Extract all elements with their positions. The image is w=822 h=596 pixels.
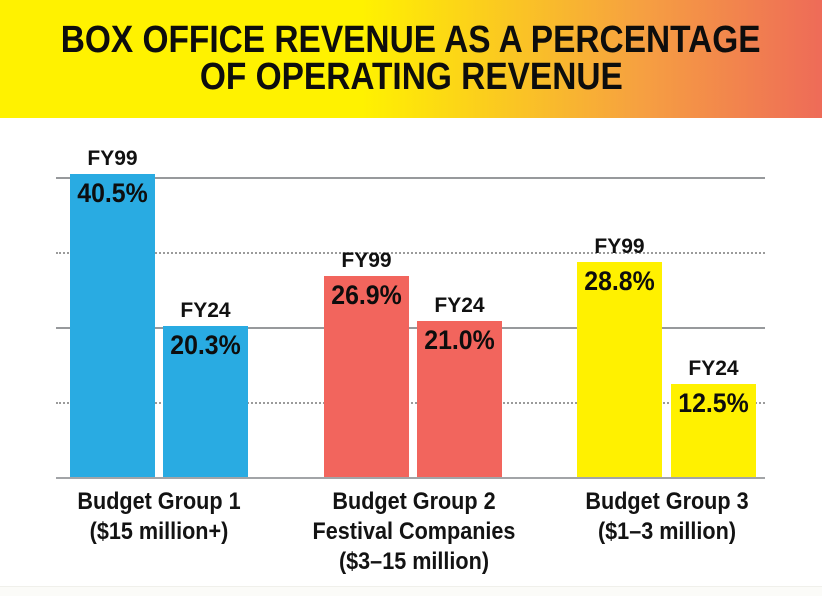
value-label-budget-group-3-fy99: 28.8% (584, 266, 655, 296)
category-label-line: ($1–3 million) (597, 518, 737, 545)
series-label-budget-group-3-fy24: FY24 (688, 357, 739, 381)
gridline-dotted-30pct (56, 252, 765, 254)
category-label-budget-group-1: Budget Group 1 ($15 million+) (15, 487, 303, 547)
category-label-line: Budget Group 3 (585, 488, 749, 515)
series-label-budget-group-3-fy99: FY99 (594, 235, 645, 258)
footer-strip (0, 586, 822, 596)
bar-budget-group-1-fy99: FY99 40.5% (70, 147, 155, 478)
value-label-budget-group-1-fy24: 20.3% (170, 329, 241, 360)
page-title-line-2: OF OPERATING REVENUE (199, 56, 623, 98)
category-label-line: Budget Group 2 (332, 488, 496, 515)
bar-budget-group-1-fy24: FY24 20.3% (163, 299, 248, 478)
page-title-line-1: BOX OFFICE REVENUE AS A PERCENTAGE (61, 19, 761, 61)
series-label-budget-group-1-fy99: FY99 (87, 147, 138, 171)
gridline-40pct (56, 177, 765, 179)
gridline-20pct (56, 327, 765, 329)
category-label-budget-group-3: Budget Group 3 ($1–3 million) (523, 487, 811, 547)
chart-plot-area: FY99 40.5% FY24 20.3% Budget Group 1 ($15 mil… (0, 118, 822, 596)
bar-budget-group-2-fy99: FY99 26.9% (324, 249, 409, 478)
bar-budget-group-3-fy24: FY24 12.5% (671, 357, 756, 478)
gridline-dotted-10pct (56, 402, 765, 404)
series-label-budget-group-2-fy99: FY99 (341, 249, 392, 273)
value-label-budget-group-2-fy99: 26.9% (331, 280, 402, 311)
category-label-line: ($3–15 million) (338, 548, 490, 575)
category-label-line: Festival Companies (312, 518, 516, 545)
category-label-line: ($15 million+) (89, 518, 229, 545)
x-axis-baseline (56, 477, 765, 479)
category-label-line: Budget Group 1 (77, 488, 241, 515)
series-label-budget-group-2-fy24: FY24 (434, 293, 485, 317)
value-label-budget-group-3-fy24: 12.5% (678, 388, 749, 419)
series-label-budget-group-1-fy24: FY24 (180, 298, 231, 322)
chart-header: BOX OFFICE REVENUE AS A PERCENTAGE OF OP… (0, 0, 822, 118)
bar-budget-group-2-fy24: FY24 21.0% (417, 294, 502, 478)
value-label-budget-group-2-fy24: 21.0% (424, 324, 495, 355)
category-label-budget-group-2: Budget Group 2 Festival Companies ($3–15 m… (270, 487, 558, 577)
bar-budget-group-3-fy99: FY99 28.8% (577, 235, 662, 478)
value-label-budget-group-1-fy99: 40.5% (77, 178, 148, 209)
